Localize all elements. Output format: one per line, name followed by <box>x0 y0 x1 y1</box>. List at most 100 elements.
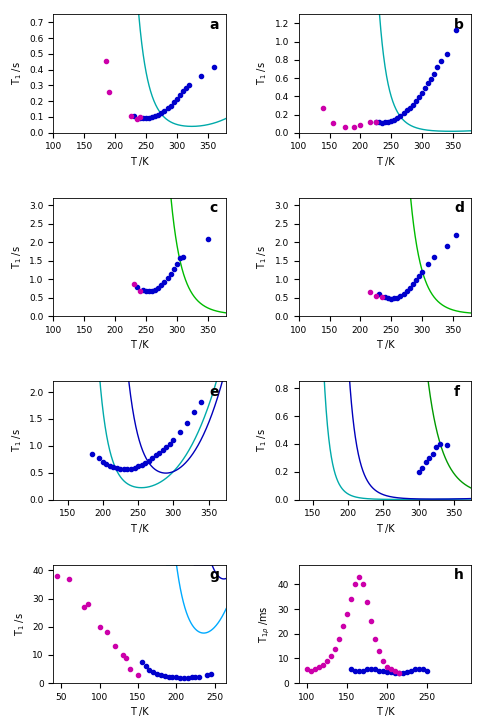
Point <box>203 669 211 681</box>
Point <box>375 645 383 656</box>
Point <box>372 116 380 127</box>
Point <box>406 102 414 114</box>
Point <box>399 288 407 299</box>
Point <box>381 116 389 128</box>
Point <box>367 663 375 674</box>
X-axis label: T /K: T /K <box>376 341 394 350</box>
Point <box>111 641 119 652</box>
Point <box>319 659 327 670</box>
Point <box>387 293 395 305</box>
Point <box>387 664 395 675</box>
Point <box>134 460 142 472</box>
Point <box>412 96 420 107</box>
Point <box>159 444 167 456</box>
Point <box>141 457 149 469</box>
Point <box>319 102 327 114</box>
Point <box>397 110 404 122</box>
Point <box>173 672 180 683</box>
Point <box>371 633 379 644</box>
Point <box>329 117 336 129</box>
Point <box>399 667 407 679</box>
Point <box>195 671 203 682</box>
Point <box>117 463 124 475</box>
Point <box>123 464 131 475</box>
Point <box>339 620 347 632</box>
Point <box>394 292 401 303</box>
Point <box>335 633 343 644</box>
Point <box>164 273 172 284</box>
Text: a: a <box>209 18 218 32</box>
Point <box>416 663 423 674</box>
Point <box>176 252 184 264</box>
Point <box>395 667 403 679</box>
Point <box>179 251 187 262</box>
Point <box>394 112 401 124</box>
Point <box>341 122 349 133</box>
Point <box>371 664 379 675</box>
Point <box>363 596 371 608</box>
Point <box>357 119 364 130</box>
Point <box>155 282 162 293</box>
Y-axis label: T$_1$ /s: T$_1$ /s <box>255 62 269 86</box>
Point <box>379 655 387 667</box>
Point <box>152 450 159 462</box>
Point <box>151 284 159 296</box>
Point <box>157 280 165 291</box>
Point <box>397 290 404 301</box>
Point <box>375 288 383 300</box>
Point <box>375 116 383 128</box>
Point <box>315 661 323 673</box>
Point <box>156 447 163 459</box>
Point <box>96 621 104 633</box>
Y-axis label: T$_1$ /s: T$_1$ /s <box>255 245 269 269</box>
Point <box>359 579 367 590</box>
Point <box>180 672 188 684</box>
Point <box>363 664 371 675</box>
Point <box>390 114 398 125</box>
Point <box>95 452 103 464</box>
Point <box>421 83 429 94</box>
Point <box>136 285 144 297</box>
Point <box>311 664 319 675</box>
Point <box>307 665 314 677</box>
Point <box>418 87 426 99</box>
Point <box>53 570 61 582</box>
Point <box>176 89 184 101</box>
Point <box>409 278 417 290</box>
Point <box>136 111 144 123</box>
Point <box>381 291 389 303</box>
Point <box>391 666 399 677</box>
Point <box>355 572 363 583</box>
Point <box>429 448 436 459</box>
Point <box>173 93 181 104</box>
Point <box>160 105 168 116</box>
Point <box>167 268 174 280</box>
Point <box>347 593 355 605</box>
Point <box>105 87 113 99</box>
Point <box>452 229 460 241</box>
X-axis label: T /K: T /K <box>376 707 394 718</box>
Point <box>418 266 426 278</box>
Point <box>139 112 147 124</box>
Point <box>431 251 438 262</box>
Point <box>127 111 135 122</box>
Point <box>170 435 177 446</box>
X-axis label: T /K: T /K <box>376 524 394 534</box>
Point <box>207 668 215 679</box>
Point <box>148 111 156 123</box>
Point <box>191 672 199 683</box>
Point <box>165 671 173 682</box>
Point <box>179 85 187 96</box>
Point <box>160 276 168 288</box>
Point <box>372 290 380 301</box>
Point <box>173 258 181 270</box>
Text: g: g <box>209 568 219 582</box>
Point <box>359 665 367 677</box>
Point <box>372 116 380 127</box>
Point <box>166 439 174 450</box>
Point <box>452 24 460 36</box>
Point <box>184 672 191 684</box>
Point <box>331 643 339 654</box>
Point <box>406 282 414 293</box>
Point <box>170 263 177 275</box>
